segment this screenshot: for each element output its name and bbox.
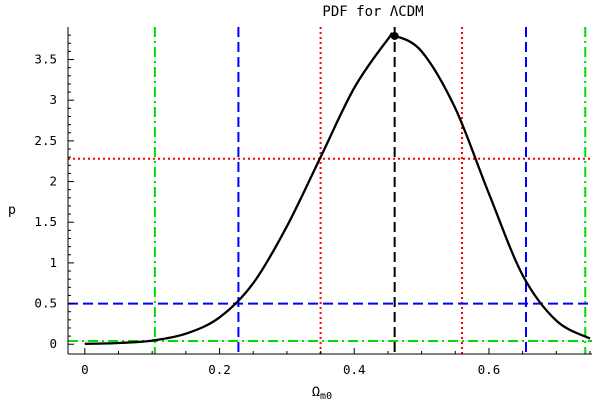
y-axis-label: p	[8, 202, 16, 218]
y-tick-label: 1	[49, 255, 57, 270]
x-tick-label: 0.2	[208, 362, 231, 377]
axes: 00.20.40.60.00.511.522.533.5	[34, 27, 592, 377]
y-tick-label: 3.5	[34, 52, 57, 67]
x-axis-label-subscript: m0	[320, 391, 332, 402]
chart-title: PDF for ΛCDM	[322, 4, 423, 20]
x-axis-label-main: Ω	[312, 384, 320, 400]
peak-marker	[390, 31, 399, 40]
y-tick-label: 2	[49, 174, 57, 189]
y-tick-label: 0.5	[34, 296, 57, 311]
y-tick-label: 2.5	[34, 133, 57, 148]
curve-layer	[84, 31, 591, 345]
y-tick-label: 0	[49, 336, 57, 351]
x-tick-label: 0.6	[478, 362, 501, 377]
y-tick-label: 1.5	[34, 214, 57, 229]
x-tick-label: 0	[81, 362, 89, 377]
y-tick-label: 3	[49, 92, 57, 107]
x-axis-label: Ωm0	[312, 384, 332, 402]
reference-lines	[68, 27, 592, 354]
pdf-curve-0	[84, 32, 591, 345]
x-tick-label: 0.4	[343, 362, 366, 377]
